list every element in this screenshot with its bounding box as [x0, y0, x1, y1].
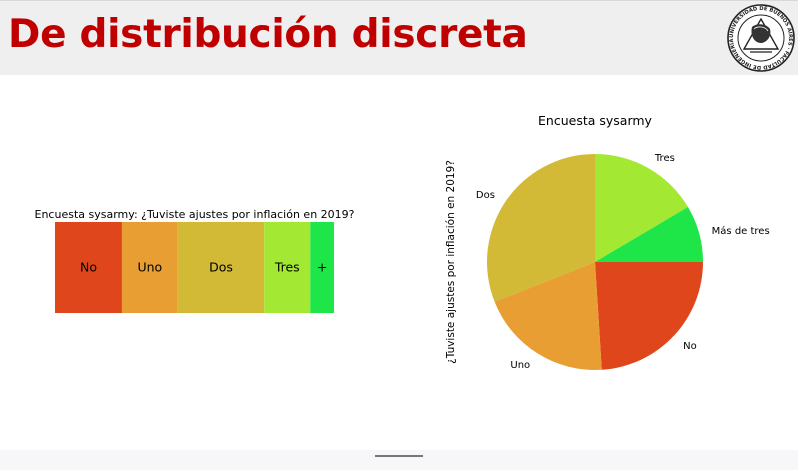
- pie-slice-0: [595, 262, 703, 370]
- pie-slice-label: Dos: [476, 190, 495, 201]
- bar-segment-2: [177, 222, 265, 313]
- bar-segment-label: Uno: [137, 260, 162, 275]
- slide-footer: [0, 450, 798, 470]
- bar-segment-label: Dos: [209, 260, 233, 275]
- pie-slice-1: [494, 262, 602, 370]
- bar-segment-3: [264, 222, 311, 313]
- pie-slice-label: Uno: [510, 360, 530, 371]
- bar-segment-4: [310, 222, 334, 313]
- bar-segment-0: [55, 222, 122, 313]
- pie-slice-2: [486, 154, 595, 302]
- pie-ylabel: ¿Tuviste ajustes por inflación en 2019?: [445, 160, 457, 364]
- slide-header: De distribución discreta UNIVERSIDAD DE …: [0, 0, 798, 75]
- bar-segment-label: No: [80, 260, 97, 275]
- slide-title: De distribución discreta: [8, 12, 528, 57]
- pie-slice-4: [595, 207, 703, 262]
- bar-segment-1: [121, 222, 178, 313]
- pie-slice-label: Más de tres: [712, 225, 770, 237]
- bar-segment-label: +: [317, 260, 327, 275]
- pie-chart-title: Encuesta sysarmy: [538, 113, 653, 128]
- university-logo: UNIVERSIDAD DE BUENOS AIRES · FACULTAD D…: [727, 4, 795, 72]
- pie-slice-label: No: [683, 341, 697, 352]
- progress-bar: [375, 455, 423, 457]
- bar-chart-title: Encuesta sysarmy: ¿Tuviste ajustes por i…: [35, 208, 355, 221]
- pie-slice-3: [595, 154, 688, 262]
- pie-slice-label: Tres: [654, 153, 675, 164]
- bar-segment-label: Tres: [274, 260, 300, 275]
